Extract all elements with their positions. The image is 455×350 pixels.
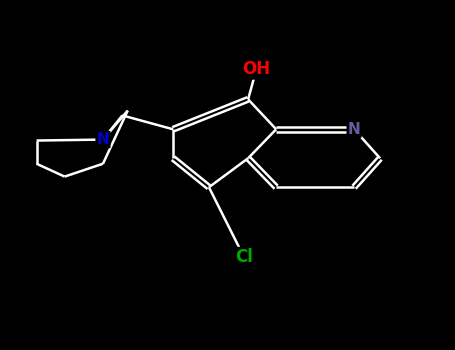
Text: N: N: [348, 122, 360, 137]
Text: Cl: Cl: [235, 248, 253, 266]
Text: OH: OH: [243, 60, 270, 78]
Text: N: N: [96, 132, 109, 147]
